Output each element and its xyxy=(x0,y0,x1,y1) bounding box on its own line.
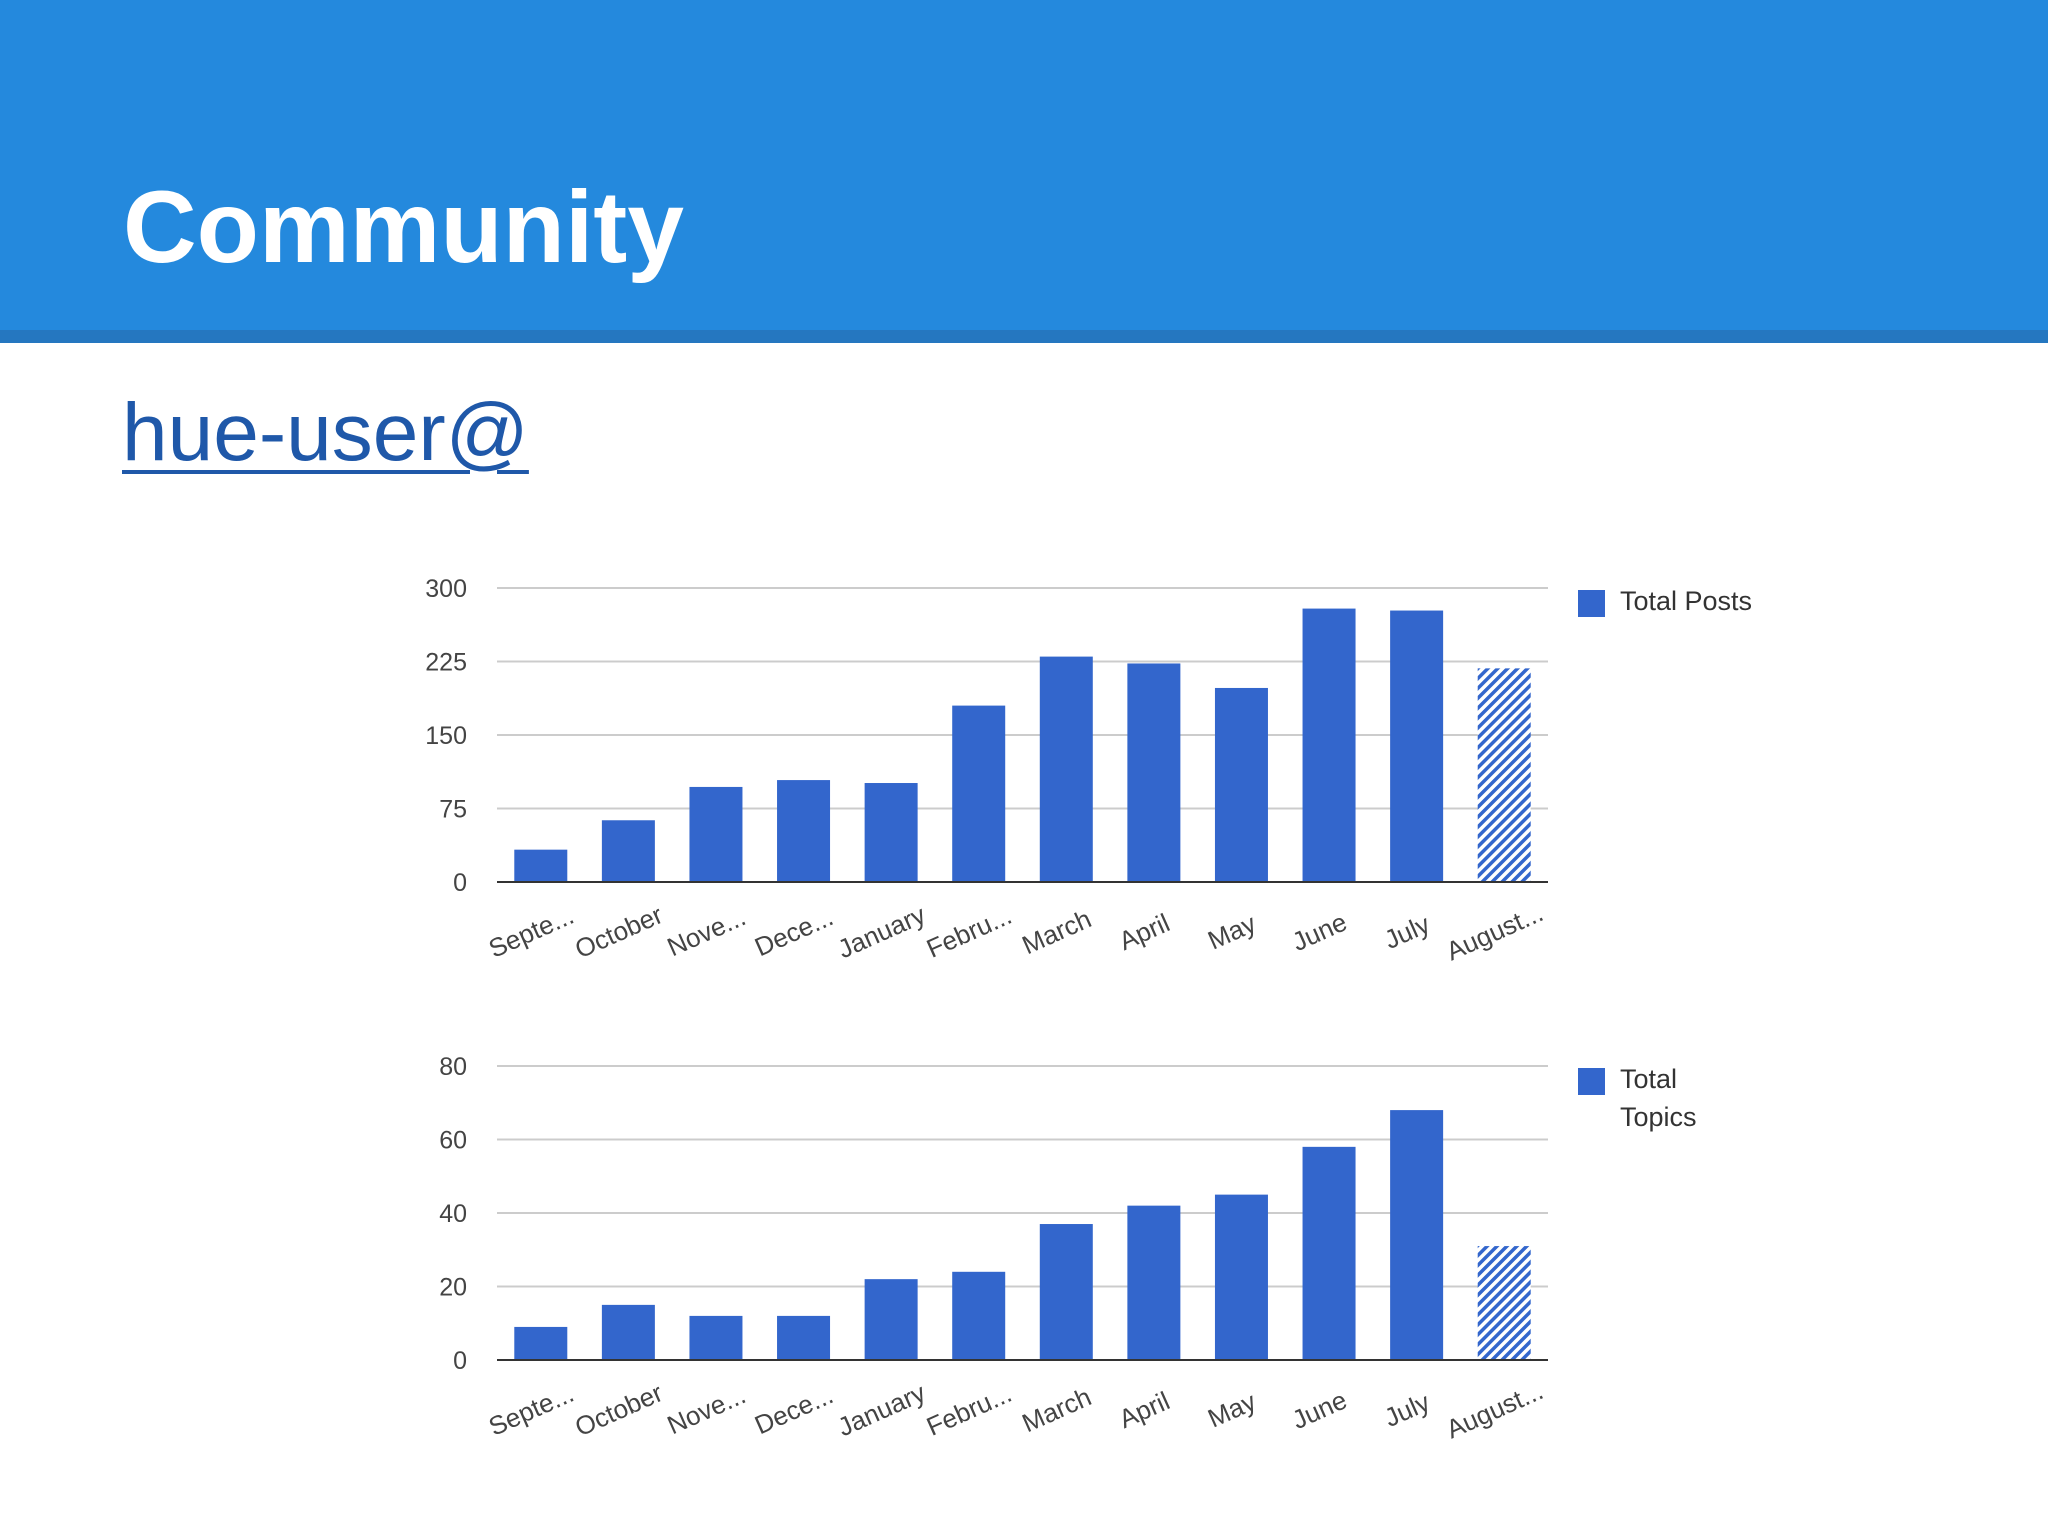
x-tick-label: April xyxy=(1114,907,1174,956)
legend-label: Total Posts xyxy=(1620,586,1753,616)
x-tick-label: Nove... xyxy=(663,1379,750,1440)
x-tick-label: Septe... xyxy=(484,1378,578,1442)
y-tick-label: 80 xyxy=(439,1053,467,1081)
x-tick-label: June xyxy=(1288,1385,1352,1435)
x-tick-label: March xyxy=(1018,903,1096,960)
bar xyxy=(689,1315,743,1360)
bar xyxy=(777,780,831,882)
x-tick-label: May xyxy=(1203,908,1260,955)
x-tick-label: Febru... xyxy=(922,1378,1016,1442)
x-tick-label: August... xyxy=(1442,1375,1548,1444)
x-tick-label: April xyxy=(1114,1385,1174,1434)
slide-title: Community xyxy=(123,170,684,284)
x-tick-label: January xyxy=(833,1377,930,1442)
bar xyxy=(1302,1146,1356,1360)
y-tick-label: 0 xyxy=(453,869,467,897)
y-tick-label: 60 xyxy=(439,1127,467,1155)
y-tick-label: 225 xyxy=(425,649,467,677)
bar xyxy=(514,1326,568,1360)
bar xyxy=(952,1271,1006,1360)
bar xyxy=(601,1304,655,1360)
bar xyxy=(1039,656,1093,882)
title-banner xyxy=(0,0,2048,330)
bar xyxy=(1302,608,1356,882)
x-tick-label: July xyxy=(1380,909,1434,955)
bar xyxy=(1127,1205,1181,1360)
x-tick-label: Nove... xyxy=(663,901,750,962)
x-tick-label: Dece... xyxy=(750,901,837,962)
bar xyxy=(1214,1194,1268,1360)
x-tick-label: October xyxy=(570,899,667,964)
x-tick-label: October xyxy=(570,1377,667,1442)
y-tick-label: 0 xyxy=(453,1347,467,1375)
y-tick-label: 20 xyxy=(439,1274,467,1302)
bar xyxy=(777,1315,831,1360)
y-tick-label: 40 xyxy=(439,1200,467,1228)
bar xyxy=(514,849,568,882)
x-tick-label: June xyxy=(1288,907,1352,957)
bar xyxy=(864,1279,918,1360)
bar xyxy=(1127,663,1181,882)
legend-label: Total Topics xyxy=(1620,1064,1697,1132)
x-tick-label: Dece... xyxy=(750,1379,837,1440)
y-tick-label: 75 xyxy=(439,796,467,824)
bar xyxy=(952,705,1006,882)
legend-swatch xyxy=(1578,1068,1605,1095)
bar xyxy=(864,783,918,882)
title-banner-stripe xyxy=(0,330,2048,343)
bar xyxy=(1214,687,1268,882)
bar-partial xyxy=(1477,668,1531,882)
bar xyxy=(1039,1224,1093,1360)
bar xyxy=(689,786,743,882)
bar-partial xyxy=(1477,1246,1531,1360)
x-tick-label: March xyxy=(1018,1381,1096,1438)
x-tick-label: August... xyxy=(1442,897,1548,966)
x-tick-label: July xyxy=(1380,1387,1434,1433)
y-tick-label: 150 xyxy=(425,722,467,750)
y-tick-label: 300 xyxy=(425,575,467,603)
x-tick-label: January xyxy=(833,899,930,964)
x-tick-label: Febru... xyxy=(922,900,1016,964)
bar xyxy=(601,820,655,882)
legend-swatch xyxy=(1578,590,1605,617)
bar xyxy=(1390,610,1444,882)
mailing-list-link[interactable]: hue-user@ xyxy=(122,387,529,478)
bar xyxy=(1390,1110,1444,1360)
x-tick-label: May xyxy=(1203,1386,1260,1433)
x-tick-label: Septe... xyxy=(484,900,578,964)
